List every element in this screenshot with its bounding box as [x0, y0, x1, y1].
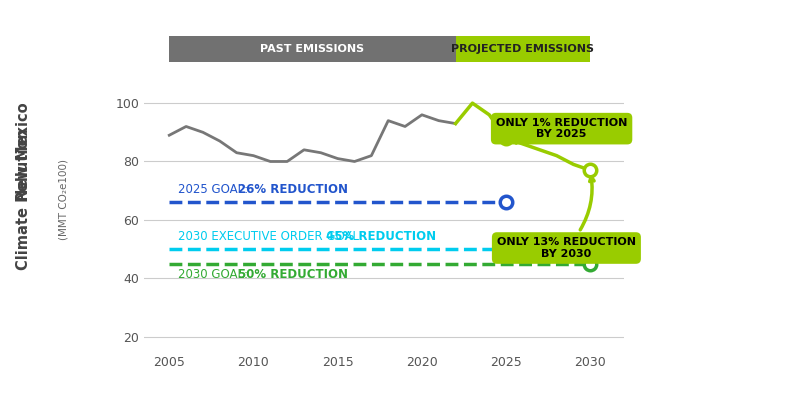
- Text: New Mexico: New Mexico: [17, 102, 31, 201]
- Text: (MMT CO₂e100): (MMT CO₂e100): [59, 159, 69, 240]
- Text: PAST EMISSIONS: PAST EMISSIONS: [260, 44, 365, 54]
- Text: 26% REDUCTION: 26% REDUCTION: [238, 184, 348, 196]
- Text: 45% REDUCTION: 45% REDUCTION: [326, 230, 436, 243]
- Text: 2030 EXECUTIVE ORDER GOAL:: 2030 EXECUTIVE ORDER GOAL:: [178, 230, 366, 243]
- Text: ONLY 13% REDUCTION
BY 2030: ONLY 13% REDUCTION BY 2030: [497, 177, 636, 259]
- Text: 50% REDUCTION: 50% REDUCTION: [238, 268, 348, 281]
- Text: 2025 GOAL:: 2025 GOAL:: [178, 184, 251, 196]
- Text: PROJECTED EMISSIONS: PROJECTED EMISSIONS: [451, 44, 594, 54]
- Text: Climate Pollution: Climate Pollution: [17, 128, 31, 271]
- Text: 2030 GOAL:: 2030 GOAL:: [178, 268, 251, 281]
- Text: ONLY 1% REDUCTION
BY 2025: ONLY 1% REDUCTION BY 2025: [496, 118, 627, 143]
